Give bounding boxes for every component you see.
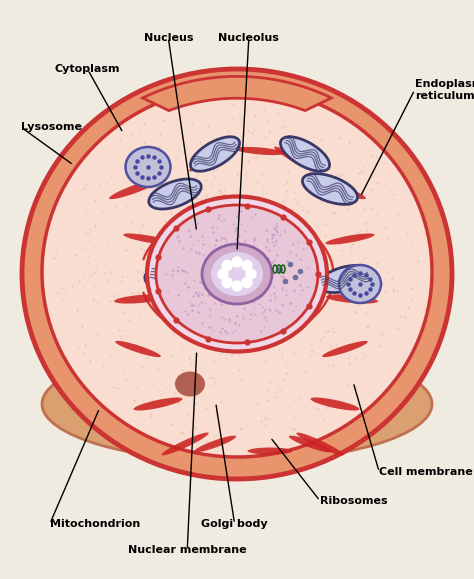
Ellipse shape	[302, 174, 357, 204]
Polygon shape	[143, 76, 331, 111]
Ellipse shape	[189, 146, 231, 171]
Ellipse shape	[211, 252, 263, 296]
Ellipse shape	[115, 341, 161, 357]
Text: Nucleolus: Nucleolus	[219, 32, 279, 43]
Text: Nucleus: Nucleus	[144, 32, 193, 43]
Ellipse shape	[281, 137, 329, 171]
Ellipse shape	[339, 265, 381, 303]
Ellipse shape	[42, 87, 432, 457]
Text: Golgi body: Golgi body	[201, 519, 268, 529]
Text: Nuclear membrane: Nuclear membrane	[128, 545, 246, 555]
Ellipse shape	[191, 137, 239, 171]
Ellipse shape	[230, 310, 280, 317]
Text: Lysosome: Lysosome	[21, 122, 82, 133]
Circle shape	[222, 261, 232, 270]
Ellipse shape	[147, 196, 327, 351]
Circle shape	[232, 281, 242, 291]
Ellipse shape	[161, 433, 209, 456]
Ellipse shape	[194, 435, 236, 452]
Ellipse shape	[314, 179, 366, 199]
Ellipse shape	[235, 147, 285, 155]
Ellipse shape	[114, 294, 166, 303]
Ellipse shape	[215, 268, 295, 280]
Ellipse shape	[175, 372, 205, 397]
Ellipse shape	[218, 276, 292, 286]
Circle shape	[232, 257, 242, 267]
Ellipse shape	[221, 284, 289, 294]
Ellipse shape	[22, 69, 452, 479]
Ellipse shape	[145, 268, 205, 300]
Ellipse shape	[123, 233, 173, 244]
Ellipse shape	[289, 435, 331, 452]
Ellipse shape	[296, 433, 344, 456]
Ellipse shape	[227, 302, 283, 309]
Text: Endoplasmic
reticulum: Endoplasmic reticulum	[415, 79, 474, 101]
Circle shape	[242, 277, 252, 288]
Ellipse shape	[322, 341, 368, 357]
Ellipse shape	[224, 293, 286, 301]
Ellipse shape	[274, 146, 316, 171]
Ellipse shape	[42, 346, 432, 461]
Circle shape	[222, 277, 232, 288]
Ellipse shape	[318, 265, 372, 292]
Ellipse shape	[326, 294, 378, 303]
Ellipse shape	[310, 398, 359, 411]
Ellipse shape	[149, 179, 201, 209]
Ellipse shape	[156, 205, 318, 343]
Ellipse shape	[202, 244, 272, 304]
Text: Cell membrane: Cell membrane	[379, 467, 473, 477]
Circle shape	[246, 269, 256, 279]
Circle shape	[242, 261, 252, 270]
Circle shape	[218, 269, 228, 279]
Ellipse shape	[247, 448, 292, 455]
Ellipse shape	[109, 179, 161, 199]
Ellipse shape	[325, 233, 374, 244]
Text: Ribosomes: Ribosomes	[320, 496, 388, 506]
Ellipse shape	[126, 147, 171, 187]
Text: Cytoplasm: Cytoplasm	[55, 64, 120, 75]
Text: Mitochondrion: Mitochondrion	[50, 519, 140, 529]
Ellipse shape	[134, 398, 182, 411]
